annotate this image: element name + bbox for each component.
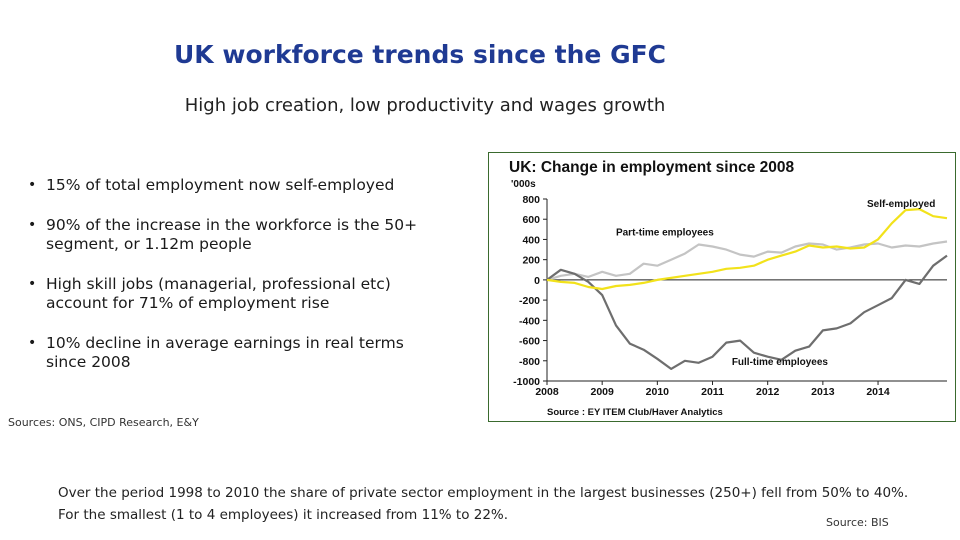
x-tick-label: 2013 — [811, 386, 835, 398]
source-bis: Source: BIS — [826, 516, 889, 529]
y-tick-label: 200 — [522, 255, 540, 267]
series-line-part-time — [546, 240, 948, 281]
label-full-time: Full-time employees — [732, 357, 829, 368]
y-tick-label: -400 — [519, 315, 540, 327]
y-tick-label: -1000 — [513, 376, 540, 388]
bullet-item: 90% of the increase in the workforce is … — [28, 216, 438, 254]
slide-title: UK workforce trends since the GFC — [173, 40, 667, 69]
y-tick-label: -600 — [519, 336, 540, 348]
x-tick-label: 2014 — [866, 386, 890, 398]
y-tick-label: -800 — [519, 356, 540, 368]
sources-note: Sources: ONS, CIPD Research, E&Y — [8, 416, 199, 429]
x-tick-label: 2008 — [535, 386, 559, 398]
y-tick-label: 600 — [522, 214, 540, 226]
chart-y-unit: '000s — [511, 179, 536, 190]
bullet-item: 10% decline in average earnings in real … — [28, 334, 438, 372]
bullet-list: 15% of total employment now self-employe… — [28, 176, 438, 393]
chart-series-labels: Self-employed Part-time employees Full-tim… — [616, 199, 935, 368]
employment-chart: UK: Change in employment since 2008 '000… — [488, 152, 956, 422]
chart-source: Source : EY ITEM Club/Haver Analytics — [547, 407, 723, 418]
chart-series — [546, 207, 948, 370]
chart-svg: UK: Change in employment since 2008 '000… — [509, 159, 948, 418]
x-tick-label: 2009 — [590, 386, 614, 398]
chart-title: UK: Change in employment since 2008 — [509, 159, 794, 176]
y-tick-label: -200 — [519, 295, 540, 307]
bullet-item: 15% of total employment now self-employe… — [28, 176, 438, 195]
x-tick-label: 2012 — [756, 386, 780, 398]
label-part-time: Part-time employees — [616, 227, 714, 238]
y-tick-label: 800 — [522, 194, 540, 206]
y-tick-label: 400 — [522, 234, 540, 246]
x-tick-label: 2011 — [701, 386, 724, 398]
series-line-self-employed — [546, 207, 948, 291]
x-tick-label: 2010 — [646, 386, 670, 398]
bullet-item: High skill jobs (managerial, professiona… — [28, 275, 438, 313]
footer-note: Over the period 1998 to 2010 the share o… — [58, 485, 909, 523]
y-tick-label: 0 — [534, 275, 540, 287]
label-self-employed: Self-employed — [867, 199, 935, 210]
series-line-full-time — [546, 254, 948, 370]
slide-subtitle: High job creation, low productivity and … — [184, 95, 666, 116]
